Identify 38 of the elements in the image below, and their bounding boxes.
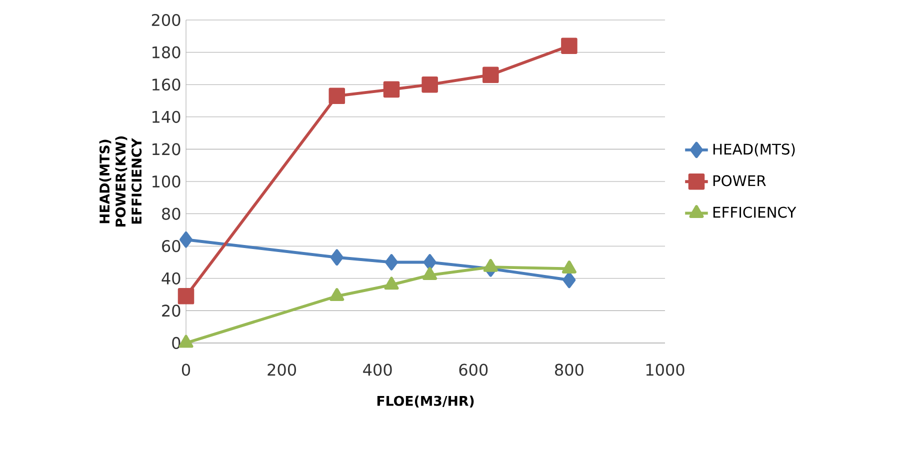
point [562, 272, 576, 288]
y-tick-label: 60 [162, 240, 180, 252]
point [422, 76, 438, 93]
y-tick-label: 100 [152, 175, 180, 188]
point [178, 288, 194, 304]
legend-label: HEAD(MTS) [713, 143, 795, 156]
point [328, 88, 346, 104]
x-tick-label: 600 [459, 364, 488, 376]
y-tick-label: 140 [152, 110, 180, 123]
y-tick-label: 80 [162, 208, 180, 220]
x-axis-title: FLOE(M3/HR) [377, 396, 474, 408]
y-tick-label: 20 [162, 304, 180, 317]
y-tick-label: 180 [152, 46, 180, 58]
point [422, 267, 438, 280]
point [385, 254, 398, 270]
x-tick-label: 800 [555, 364, 584, 376]
y-tick-label: 120 [152, 143, 180, 156]
x-tick-label: 200 [268, 364, 296, 376]
x-tick-label: 1000 [646, 364, 684, 376]
point [384, 276, 399, 290]
point [383, 81, 400, 98]
y-tick-label: 0 [172, 336, 180, 350]
x-tick-label: 0 [182, 364, 190, 376]
point [423, 254, 436, 270]
legend-label: EFFICIENCY [713, 206, 796, 218]
point [180, 231, 192, 248]
point [330, 249, 344, 266]
x-tick-label: 400 [363, 364, 392, 376]
y-tick-label: 200 [152, 14, 180, 26]
y-tick-label: 40 [162, 272, 180, 284]
point [562, 260, 576, 274]
legend-label: POWER [713, 175, 766, 186]
point [561, 38, 578, 54]
point [483, 258, 498, 272]
y-tick-label: 160 [152, 78, 180, 91]
point [482, 66, 499, 84]
y-axis-title: HEAD(MTS) POWER(KW) EFFICIENCY [99, 136, 142, 226]
point [330, 288, 344, 301]
